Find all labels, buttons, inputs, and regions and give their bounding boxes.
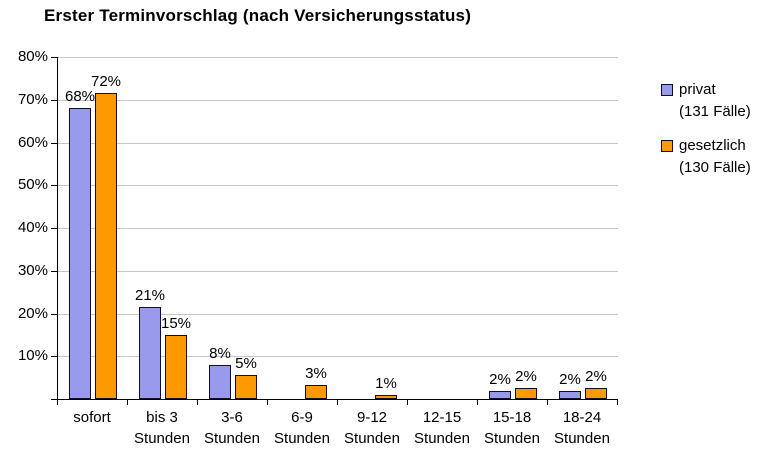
bar-privat — [489, 391, 511, 399]
y-axis-tick — [51, 228, 57, 229]
x-axis-tick — [127, 400, 128, 405]
bar-gesetzlich — [95, 93, 117, 399]
legend-cases-privat: (131 Fälle) — [679, 103, 751, 120]
legend: privat (131 Fälle) gesetzlich (130 Fälle… — [661, 79, 751, 191]
bar-gesetzlich — [235, 375, 257, 399]
y-axis-tick — [51, 57, 57, 58]
bar-gesetzlich — [585, 388, 607, 399]
x-axis-tick — [197, 400, 198, 405]
value-label-privat: 68% — [64, 88, 96, 105]
value-label-privat: 2% — [559, 371, 581, 388]
y-axis-tick — [51, 399, 57, 400]
x-axis-category-line: sofort — [73, 409, 111, 426]
x-axis-category-label: 15-18 Stunden — [477, 407, 547, 449]
y-axis-tick — [51, 356, 57, 357]
x-axis-category-line: Stunden — [344, 430, 400, 447]
gridline — [58, 228, 618, 229]
x-axis-category-label: bis 3 Stunden — [127, 407, 197, 449]
y-axis-tick — [51, 100, 57, 101]
value-label-gesetzlich: 2% — [515, 368, 537, 385]
x-axis-category-line: bis 3 — [146, 409, 178, 426]
bar-privat — [209, 365, 231, 399]
value-label-gesetzlich: 2% — [585, 368, 607, 385]
bar-gesetzlich — [165, 335, 187, 399]
x-axis-category-label: 12-15 Stunden — [407, 407, 477, 449]
y-axis-tick-label: 40% — [17, 219, 48, 236]
x-axis-category-line: Stunden — [554, 430, 610, 447]
y-axis-tick — [51, 143, 57, 144]
x-axis-category-line: 12-15 — [422, 409, 462, 426]
x-axis-tick — [617, 400, 618, 405]
x-axis-tick — [547, 400, 548, 405]
legend-swatch-gesetzlich — [661, 140, 673, 152]
x-axis-category-line: 9-12 — [356, 409, 388, 426]
gridline — [58, 57, 618, 58]
gridline — [58, 143, 618, 144]
value-label-gesetzlich: 3% — [305, 365, 327, 382]
x-axis-tick — [337, 400, 338, 405]
value-label-gesetzlich: 72% — [90, 73, 122, 90]
legend-label-privat: privat — [679, 81, 716, 98]
x-axis-category-line: Stunden — [484, 430, 540, 447]
x-axis-category-label: 18-24 Stunden — [547, 407, 617, 449]
x-axis-category-label: 3-6 Stunden — [197, 407, 267, 449]
x-axis: sofort bis 3 Stunden 3-6 Stunden 6-9 Stunden 9-… — [57, 400, 619, 464]
y-axis: 10% 20% 30% 40% 50% 60% 70% 80% — [0, 48, 57, 400]
y-axis-tick — [51, 271, 57, 272]
gridline — [58, 314, 618, 315]
value-label-gesetzlich: 15% — [160, 315, 192, 332]
x-axis-category-line: Stunden — [134, 430, 190, 447]
value-label-gesetzlich: 1% — [375, 375, 397, 392]
bar-privat — [69, 108, 91, 399]
plot-area: 68% 21% 8% 2% 2% 72% 15% 5% 3% 1% 2% 2% — [57, 57, 618, 400]
y-axis-tick — [51, 185, 57, 186]
x-axis-category-line: 6-9 — [291, 409, 313, 426]
y-axis-tick-label: 60% — [17, 134, 48, 151]
legend-swatch-privat — [661, 84, 673, 96]
x-axis-category-line: Stunden — [274, 430, 330, 447]
y-axis-tick-label: 80% — [17, 48, 48, 65]
legend-cases-gesetzlich: (130 Fälle) — [679, 159, 751, 176]
x-axis-tick — [57, 400, 58, 405]
y-axis-tick — [51, 314, 57, 315]
x-axis-tick — [407, 400, 408, 405]
gridline — [58, 356, 618, 357]
x-axis-category-label: 6-9 Stunden — [267, 407, 337, 449]
x-axis-category-label: 9-12 Stunden — [337, 407, 407, 449]
value-label-privat: 2% — [489, 371, 511, 388]
y-axis-tick-label: 30% — [17, 262, 48, 279]
gridline — [58, 271, 618, 272]
legend-item-privat: privat (131 Fälle) — [661, 79, 751, 123]
bar-privat — [139, 307, 161, 399]
bar-gesetzlich — [515, 388, 537, 399]
x-axis-category-line: 15-18 — [492, 409, 532, 426]
y-axis-tick-label: 10% — [17, 347, 48, 364]
x-axis-category-line: Stunden — [204, 430, 260, 447]
x-axis-tick — [267, 400, 268, 405]
bar-privat — [559, 391, 581, 399]
legend-label-gesetzlich: gesetzlich — [679, 137, 746, 154]
x-axis-category-line: 3-6 — [221, 409, 243, 426]
bar-gesetzlich — [375, 395, 397, 399]
legend-item-gesetzlich: gesetzlich (130 Fälle) — [661, 135, 751, 179]
bar-gesetzlich — [305, 385, 327, 399]
x-axis-tick — [477, 400, 478, 405]
y-axis-tick-label: 50% — [17, 176, 48, 193]
value-label-privat: 21% — [134, 287, 166, 304]
y-axis-tick-label: 20% — [17, 305, 48, 322]
x-axis-category-label: sofort — [57, 407, 127, 428]
gridline — [58, 100, 618, 101]
x-axis-category-line: Stunden — [414, 430, 470, 447]
x-axis-category-line: 18-24 — [562, 409, 602, 426]
y-axis-tick-label: 70% — [17, 91, 48, 108]
value-label-privat: 8% — [209, 345, 231, 362]
chart-title: Erster Terminvorschlag (nach Versicherun… — [44, 6, 472, 25]
value-label-gesetzlich: 5% — [235, 355, 257, 372]
gridline — [58, 185, 618, 186]
